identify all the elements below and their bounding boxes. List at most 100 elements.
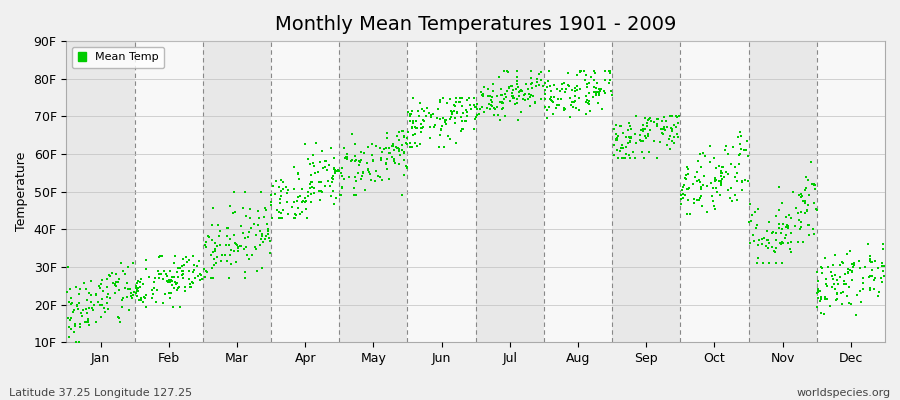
Point [828,286,842,292]
Point [399,163,413,170]
Point [68,322,82,329]
Point [436,94,450,101]
Point [356,168,371,175]
Point [545,98,560,104]
Point [150,268,165,274]
Point [549,102,563,108]
Point [698,152,712,159]
Point [64,314,78,321]
Point [513,88,527,94]
Point [199,238,213,245]
Point [483,106,498,112]
Point [801,202,815,208]
Point [402,140,417,147]
Point [481,86,495,92]
Point [747,209,761,215]
Point [580,80,595,87]
Point [734,141,748,147]
Point [863,273,878,279]
Point [163,290,177,296]
Point [680,171,695,178]
Point [804,158,818,165]
Point [335,185,349,191]
Point [824,269,838,276]
Point [89,319,104,325]
Point [676,184,690,190]
Point [291,171,305,178]
Point [835,259,850,266]
Point [153,252,167,259]
Point [808,186,823,192]
Point [609,131,624,137]
Point [416,124,430,130]
Point [732,134,746,140]
Point [169,280,184,286]
Point [273,200,287,206]
Point [579,98,593,105]
Bar [339,41,408,342]
Point [438,121,453,127]
Point [663,113,678,120]
Point [817,311,832,317]
Point [339,151,354,158]
Point [402,143,417,150]
Point [218,252,232,258]
Point [856,286,870,292]
Point [865,267,879,273]
Point [149,286,164,293]
Point [525,85,539,92]
Point [299,206,313,213]
Point [864,258,878,265]
Point [423,134,437,141]
Point [134,295,148,301]
Point [291,194,305,200]
Point [182,276,196,282]
Point [95,302,110,308]
Point [712,163,726,169]
Point [761,239,776,246]
Point [467,94,482,101]
Point [496,100,510,106]
Point [716,175,730,182]
Point [511,117,526,123]
Point [431,106,446,113]
Point [477,109,491,116]
Point [206,249,220,256]
Point [166,278,180,284]
Point [581,79,596,86]
Point [171,265,185,271]
Point [197,274,211,280]
Point [514,87,528,93]
Point [872,289,886,296]
Point [562,114,577,120]
Point [169,280,184,287]
Point [841,269,855,276]
Point [304,179,319,185]
Point [405,124,419,130]
Point [112,276,126,282]
Point [133,278,148,285]
Point [270,207,284,213]
Point [484,102,499,108]
Point [713,192,727,198]
Point [294,209,309,216]
Point [301,215,315,221]
Point [104,270,119,276]
Point [458,118,473,124]
Point [96,305,111,311]
Point [794,224,808,230]
Point [338,145,352,152]
Point [500,68,515,74]
Point [678,175,692,181]
Point [276,186,291,192]
Point [272,215,286,221]
Point [827,272,842,278]
Point [109,271,123,278]
Point [428,123,442,130]
Point [413,141,428,147]
Point [708,206,723,212]
Point [147,285,161,292]
Point [123,286,138,292]
Point [744,218,759,225]
Point [386,141,400,148]
